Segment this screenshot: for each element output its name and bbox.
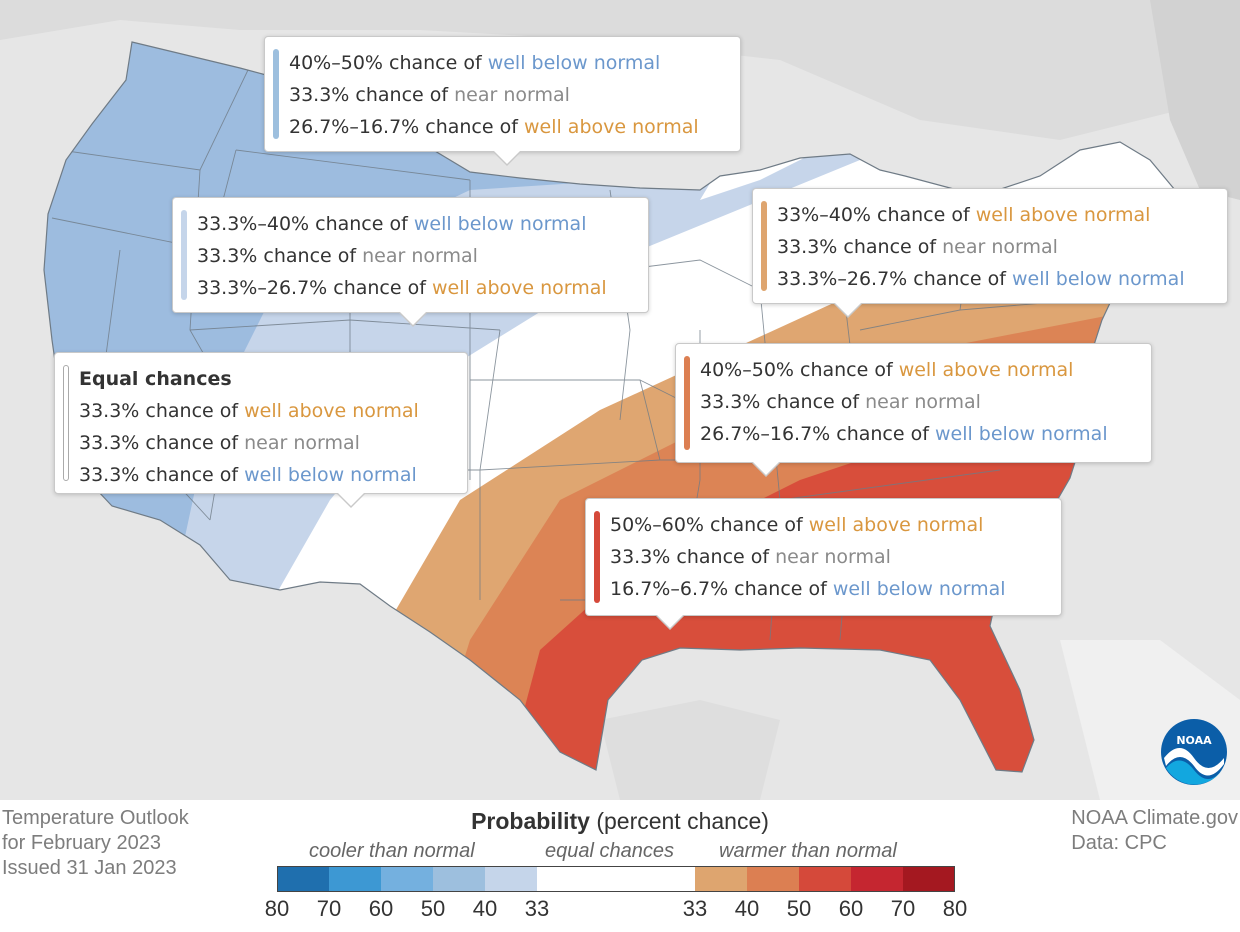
callout-line: 33.3% chance of near normal bbox=[610, 546, 891, 568]
callout-northeast: 33%–40% chance of well above normal 33.3… bbox=[752, 188, 1228, 318]
svg-text:NOAA: NOAA bbox=[1176, 734, 1212, 747]
callout-line: 33.3%–26.7% chance of well above normal bbox=[197, 277, 607, 299]
colorbar-cool-segment bbox=[485, 866, 537, 892]
callout-line: 26.7%–16.7% chance of well below normal bbox=[700, 423, 1108, 445]
callout-title: Equal chances bbox=[79, 368, 232, 390]
legend-title: Probability (percent chance) bbox=[471, 808, 769, 834]
callout-northwest-central: 33.3%–40% chance of well below normal 33… bbox=[172, 197, 649, 327]
callout-line: 33.3% chance of near normal bbox=[289, 84, 570, 106]
legend-tick-label: 40 bbox=[734, 896, 760, 921]
indicator-bar bbox=[761, 201, 767, 291]
source-info: NOAA Climate.gov Data: CPC bbox=[1071, 806, 1238, 856]
colorbar-warm-segment bbox=[851, 866, 903, 892]
callout-line: 33.3% chance of well below normal bbox=[79, 464, 417, 486]
callout-mid-south: 40%–50% chance of well above normal 33.3… bbox=[675, 343, 1152, 477]
outlook-period: for February 2023 bbox=[2, 832, 161, 854]
callout-line: 40%–50% chance of well below normal bbox=[289, 52, 661, 74]
colorbar-warm-segment bbox=[903, 866, 955, 892]
issue-date: Issued 31 Jan 2023 bbox=[2, 857, 177, 879]
legend-tick-label: 80 bbox=[942, 896, 968, 921]
legend-tick-label: 40 bbox=[472, 896, 498, 921]
callout-line: 33.3%–40% chance of well below normal bbox=[197, 213, 587, 235]
legend-tick-label: 33 bbox=[524, 896, 550, 921]
callout-line: 50%–60% chance of well above normal bbox=[610, 514, 984, 536]
legend-tick-label: 60 bbox=[368, 896, 394, 921]
legend-tick-label: 70 bbox=[890, 896, 916, 921]
outlook-title: Temperature Outlook bbox=[2, 807, 189, 829]
callout-line: 40%–50% chance of well above normal bbox=[700, 359, 1074, 381]
legend-tick-label: 50 bbox=[786, 896, 812, 921]
outlook-info: Temperature Outlook for February 2023 Is… bbox=[2, 806, 189, 881]
callout-line: 33.3% chance of near normal bbox=[197, 245, 478, 267]
legend-warmer-label: warmer than normal bbox=[719, 840, 897, 862]
colorbar-cool-segment bbox=[329, 866, 381, 892]
indicator-bar bbox=[273, 49, 279, 139]
legend-cooler-label: cooler than normal bbox=[309, 840, 475, 862]
callout-line: 33.3%–26.7% chance of well below normal bbox=[777, 268, 1185, 290]
callout-line: 26.7%–16.7% chance of well above normal bbox=[289, 116, 699, 138]
legend-tick-label: 80 bbox=[264, 896, 290, 921]
legend-tick-label: 33 bbox=[682, 896, 708, 921]
colorbar-cool-segment bbox=[433, 866, 485, 892]
callout-gulf-coast: 50%–60% chance of well above normal 33.3… bbox=[585, 498, 1062, 630]
colorbar-equal-segment bbox=[537, 866, 695, 892]
callout-line: 33.3% chance of near normal bbox=[777, 236, 1058, 258]
colorbar-warm-segment bbox=[799, 866, 851, 892]
colorbar-warm-segment bbox=[695, 866, 747, 892]
colorbar-cool-segment bbox=[277, 866, 329, 892]
indicator-bar bbox=[181, 210, 187, 300]
callout-equal-chances: Equal chances 33.3% chance of well above… bbox=[54, 352, 468, 508]
noaa-logo-icon: NOAA bbox=[1161, 719, 1227, 785]
legend-tick-label: 60 bbox=[838, 896, 864, 921]
callout-line: 16.7%–6.7% chance of well below normal bbox=[610, 578, 1006, 600]
callout-line: 33%–40% chance of well above normal bbox=[777, 204, 1151, 226]
indicator-bar bbox=[594, 511, 600, 603]
legend-tick-label: 50 bbox=[420, 896, 446, 921]
legend-equal-label: equal chances bbox=[545, 840, 674, 862]
callout-line: 33.3% chance of near normal bbox=[700, 391, 981, 413]
credit-text: NOAA Climate.gov bbox=[1071, 807, 1238, 829]
colorbar-warm-segment bbox=[747, 866, 799, 892]
callout-northern-plains: 40%–50% chance of well below normal 33.3… bbox=[264, 36, 741, 166]
colorbar-cool-segment bbox=[381, 866, 433, 892]
callout-line: 33.3% chance of near normal bbox=[79, 432, 360, 454]
indicator-bar bbox=[684, 356, 690, 450]
indicator-bar bbox=[63, 365, 69, 481]
legend-colorbar bbox=[277, 866, 955, 892]
data-source: Data: CPC bbox=[1071, 832, 1167, 854]
colorbar-border bbox=[277, 866, 955, 892]
callout-line: 33.3% chance of well above normal bbox=[79, 400, 419, 422]
legend-tick-label: 70 bbox=[316, 896, 342, 921]
